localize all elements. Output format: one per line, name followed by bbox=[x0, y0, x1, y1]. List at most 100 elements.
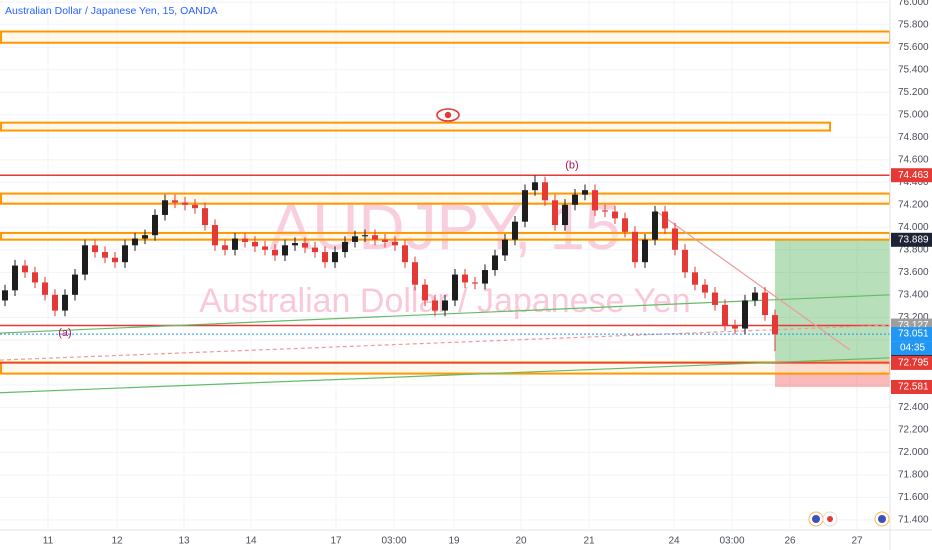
y-tick-label: 73.200 bbox=[898, 312, 929, 323]
x-tick-label: 13 bbox=[178, 536, 190, 547]
countdown: 04:35 bbox=[900, 343, 925, 354]
y-tick-label: 76.000 bbox=[898, 0, 929, 8]
candle-body bbox=[672, 228, 678, 250]
price-label: 73.127 bbox=[898, 320, 929, 331]
zone bbox=[0, 231, 890, 241]
candle-body bbox=[712, 292, 718, 305]
y-tick-label: 73.800 bbox=[898, 244, 929, 255]
candle-body bbox=[232, 238, 238, 250]
candle-body bbox=[2, 290, 8, 301]
candle-body bbox=[612, 211, 618, 219]
candle-body bbox=[112, 257, 118, 263]
candle-body bbox=[272, 249, 278, 256]
price-label: 74.463 bbox=[898, 170, 929, 181]
candle-body bbox=[592, 190, 598, 211]
y-tick-label: 75.800 bbox=[898, 19, 929, 30]
candle-body bbox=[302, 243, 308, 248]
candle-body bbox=[582, 190, 588, 195]
x-tick-label: 26 bbox=[784, 536, 796, 547]
zone bbox=[0, 192, 890, 205]
candle-body bbox=[402, 245, 408, 263]
candle-body bbox=[522, 190, 528, 222]
price-label-bg bbox=[891, 232, 932, 247]
x-tick-label: 11 bbox=[43, 536, 54, 547]
candle-body bbox=[662, 211, 668, 229]
candle-body bbox=[542, 182, 548, 201]
y-tick-label: 72.000 bbox=[898, 447, 929, 458]
candle-body bbox=[252, 241, 258, 247]
candle-body bbox=[642, 239, 648, 263]
candle-body bbox=[482, 270, 488, 284]
candle-body bbox=[632, 231, 638, 263]
y-tick-label: 73.400 bbox=[898, 289, 929, 300]
y-tick-label: 74.600 bbox=[898, 154, 929, 165]
candle-body bbox=[532, 182, 538, 191]
candle-body bbox=[42, 282, 48, 295]
candle-body bbox=[152, 214, 158, 236]
y-tick-label: 71.400 bbox=[898, 515, 929, 526]
x-tick-label: 03:00 bbox=[381, 536, 406, 547]
price-label-bg bbox=[891, 168, 932, 183]
candle-body bbox=[132, 238, 138, 246]
candle-body bbox=[702, 284, 708, 293]
candle-body bbox=[52, 294, 58, 311]
x-tick-label: 24 bbox=[668, 536, 680, 547]
x-tick-label: 19 bbox=[448, 536, 460, 547]
y-tick-label: 74.800 bbox=[898, 132, 929, 143]
y-tick-label: 75.200 bbox=[898, 87, 929, 98]
candle-body bbox=[312, 247, 318, 253]
bottom-icons[interactable] bbox=[808, 511, 890, 527]
zone bbox=[0, 30, 890, 44]
candle-body bbox=[102, 252, 108, 258]
zone bbox=[0, 121, 831, 132]
wave-label: (a) bbox=[58, 327, 71, 339]
trendline bbox=[654, 209, 851, 351]
candle-body bbox=[182, 202, 188, 205]
candle-body bbox=[432, 300, 438, 311]
candle-body bbox=[332, 252, 338, 263]
price-label-bg bbox=[891, 327, 932, 342]
price-label: 73.051 bbox=[898, 329, 929, 340]
candle-body bbox=[412, 262, 418, 285]
candle-body bbox=[732, 325, 738, 329]
y-tick-label: 75.600 bbox=[898, 42, 929, 53]
x-tick-label: 03:00 bbox=[719, 536, 744, 547]
candle-body bbox=[742, 300, 748, 329]
candle-body bbox=[772, 315, 778, 335]
chart-title: Australian Dollar / Japanese Yen, 15, OA… bbox=[5, 5, 217, 17]
y-tick-label: 75.400 bbox=[898, 64, 929, 75]
candle-body bbox=[422, 284, 428, 301]
candle-body bbox=[652, 211, 658, 240]
visibility-icon[interactable] bbox=[436, 108, 460, 122]
candle-body bbox=[382, 239, 388, 242]
y-tick-label: 71.600 bbox=[898, 492, 929, 503]
x-tick-label: 20 bbox=[515, 536, 527, 547]
candle-body bbox=[552, 200, 558, 226]
candle-body bbox=[212, 225, 218, 246]
candle-body bbox=[722, 304, 728, 326]
price-label-bg bbox=[891, 355, 932, 370]
candle-body bbox=[622, 218, 628, 232]
candle-body bbox=[342, 241, 348, 253]
x-tick-label: 27 bbox=[851, 536, 863, 547]
x-tick-label: 14 bbox=[245, 536, 257, 547]
candle-body bbox=[752, 292, 758, 301]
candle-body bbox=[142, 235, 148, 239]
y-tick-label: 74.400 bbox=[898, 177, 929, 188]
candle-body bbox=[762, 292, 768, 316]
candle-body bbox=[692, 272, 698, 285]
candle-body bbox=[462, 274, 468, 283]
candle-body bbox=[602, 210, 608, 212]
wave-label: (b) bbox=[565, 159, 578, 171]
y-tick-label: 74.200 bbox=[898, 199, 929, 210]
price-label: 72.581 bbox=[898, 382, 929, 393]
candle-body bbox=[562, 204, 568, 226]
candle-body bbox=[392, 241, 398, 246]
candle-body bbox=[502, 239, 508, 256]
candle-body bbox=[72, 274, 78, 295]
y-tick-label: 75.000 bbox=[898, 109, 929, 120]
candle-body bbox=[262, 246, 268, 250]
price-label: 72.795 bbox=[898, 358, 929, 369]
